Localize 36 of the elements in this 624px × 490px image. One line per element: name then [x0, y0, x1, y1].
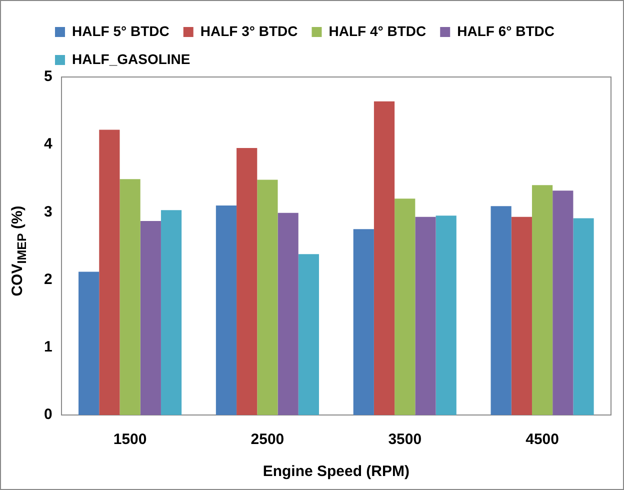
- y-tick-label: 3: [44, 203, 52, 220]
- legend-label: HALF 3° BTDC: [200, 22, 298, 39]
- bar: [532, 185, 553, 415]
- bar: [353, 229, 374, 415]
- bar: [298, 254, 319, 415]
- legend-label: HALF 5° BTDC: [72, 22, 170, 39]
- x-tick-label: 4500: [526, 431, 559, 448]
- y-tick-label: 2: [44, 270, 52, 288]
- bar: [160, 210, 182, 415]
- bar: [120, 179, 140, 415]
- bar: [278, 212, 298, 415]
- y-tick-label: 0: [44, 406, 52, 424]
- bar: [511, 216, 532, 415]
- bar: [490, 206, 512, 415]
- bar: [99, 130, 120, 415]
- bar: [415, 216, 436, 415]
- x-tick-label: 2500: [250, 431, 284, 448]
- bar: [436, 216, 456, 415]
- bar: [552, 190, 574, 415]
- bar: [216, 205, 237, 415]
- legend-label: HALF 4° BTDC: [328, 22, 426, 39]
- bar: [140, 220, 161, 415]
- bar: [236, 148, 258, 415]
- y-tick-label: 4: [44, 136, 53, 153]
- x-axis-title: Engine Speed (RPM): [262, 463, 410, 480]
- bar: [573, 218, 594, 415]
- y-tick-label: 1: [44, 338, 52, 356]
- legend-label: HALF_GASOLINE: [72, 50, 190, 67]
- bar: [257, 180, 278, 415]
- legend-label: HALF 6° BTDC: [457, 22, 554, 39]
- bar: [78, 272, 100, 415]
- bar: [374, 101, 395, 415]
- bar: [394, 198, 416, 415]
- y-tick-label: 5: [44, 68, 52, 86]
- x-tick-label: 3500: [388, 431, 422, 448]
- x-tick-label: 1500: [113, 431, 147, 448]
